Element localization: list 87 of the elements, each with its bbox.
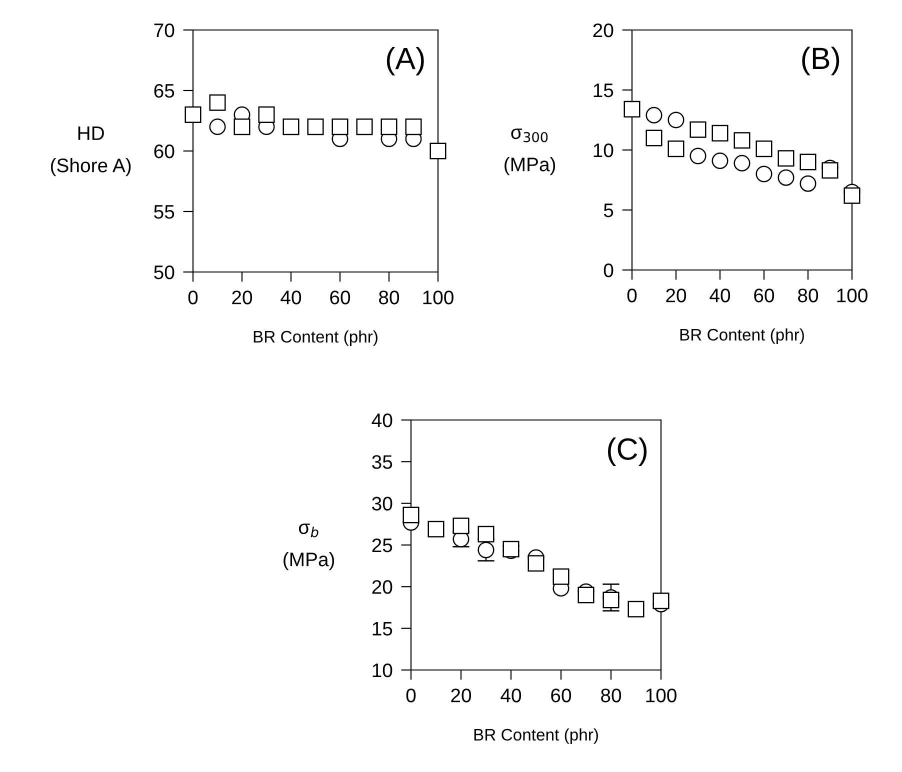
x-tick-label: 60	[551, 688, 572, 702]
x-tick-label: 20	[232, 290, 252, 304]
x-tick-label: 40	[280, 290, 302, 304]
x-tick-label: 0	[188, 290, 198, 304]
y-tick-label: 5	[604, 204, 614, 218]
point	[624, 100, 640, 118]
point	[844, 187, 860, 204]
x-tick-label: 100	[423, 290, 454, 304]
annotation: (A)	[386, 46, 424, 76]
x-tick-label: 60	[330, 290, 350, 304]
point	[756, 166, 772, 182]
y-tick-label: 35	[372, 455, 392, 469]
point	[380, 118, 398, 136]
x-tick-label: 0	[627, 288, 637, 302]
point	[552, 568, 570, 585]
point	[332, 118, 348, 136]
x-tick-label: 80	[379, 290, 400, 304]
point	[402, 506, 420, 524]
point	[209, 94, 226, 111]
point	[646, 106, 662, 124]
y-tick-label: 50	[154, 265, 174, 280]
point	[800, 154, 816, 170]
point	[668, 112, 684, 128]
point	[234, 118, 250, 136]
point	[282, 118, 300, 136]
point	[478, 542, 494, 558]
x-tick-label: 20	[666, 288, 686, 302]
point	[258, 106, 275, 123]
point	[209, 118, 226, 136]
point	[778, 169, 794, 186]
x-tick-label: 20	[451, 688, 472, 702]
y-tick-label: 15	[594, 84, 614, 98]
point	[356, 118, 373, 136]
y-tick-label: 60	[154, 144, 174, 158]
y-tick-label: 65	[154, 84, 174, 98]
y-tick-label: 10	[372, 663, 392, 678]
point	[478, 526, 494, 542]
y-tick-label: 70	[154, 23, 174, 38]
x-tick-label: 100	[646, 688, 676, 702]
y-tick-label: 30	[372, 496, 392, 511]
point	[528, 555, 544, 572]
point	[756, 140, 772, 158]
y-tick-label: 15	[372, 622, 392, 636]
point	[652, 592, 670, 610]
x-tick-label: 80	[601, 688, 622, 702]
point	[307, 118, 324, 136]
point	[734, 154, 750, 172]
x-tick-label: 80	[798, 288, 818, 302]
point	[778, 150, 794, 167]
x-tick-label: 60	[754, 288, 774, 302]
point	[668, 140, 684, 158]
point	[690, 121, 706, 138]
point	[578, 586, 594, 604]
x-tick-label: 40	[500, 688, 522, 702]
x-axis-title: BR Content (phr)	[254, 330, 378, 346]
x-tick-label: 40	[710, 288, 730, 302]
y-tick-label: 25	[372, 538, 392, 552]
y-axis-title: HD (Shore A)	[50, 126, 131, 176]
point	[690, 148, 706, 164]
point	[184, 106, 202, 123]
point	[712, 152, 728, 170]
y-axis-title: σ$_{b}$ (MPa)	[284, 524, 334, 570]
point	[602, 592, 620, 608]
x-axis-title: BR Content (phr)	[680, 328, 804, 344]
point	[452, 518, 470, 534]
x-tick-label: 100	[837, 288, 868, 302]
point	[502, 540, 520, 558]
point	[405, 118, 422, 136]
point	[646, 130, 662, 146]
annotation: (C)	[608, 438, 647, 466]
y-tick-label: 20	[372, 580, 392, 594]
y-axis-title: σ$_{300}$ (MPa)	[504, 128, 556, 176]
y-tick-label: 0	[604, 263, 614, 278]
y-tick-label: 20	[593, 23, 614, 38]
point	[628, 600, 644, 618]
point	[822, 162, 838, 179]
point	[712, 124, 728, 142]
point	[428, 520, 444, 538]
y-tick-label: 55	[154, 205, 174, 219]
x-axis-title: BR Content (phr)	[474, 728, 598, 744]
point	[734, 132, 750, 149]
y-tick-label: 40	[372, 413, 392, 428]
y-tick-label: 10	[594, 143, 614, 158]
point	[800, 175, 816, 192]
x-tick-label: 0	[406, 688, 416, 702]
point	[430, 142, 446, 160]
annotation: (B)	[802, 46, 840, 76]
